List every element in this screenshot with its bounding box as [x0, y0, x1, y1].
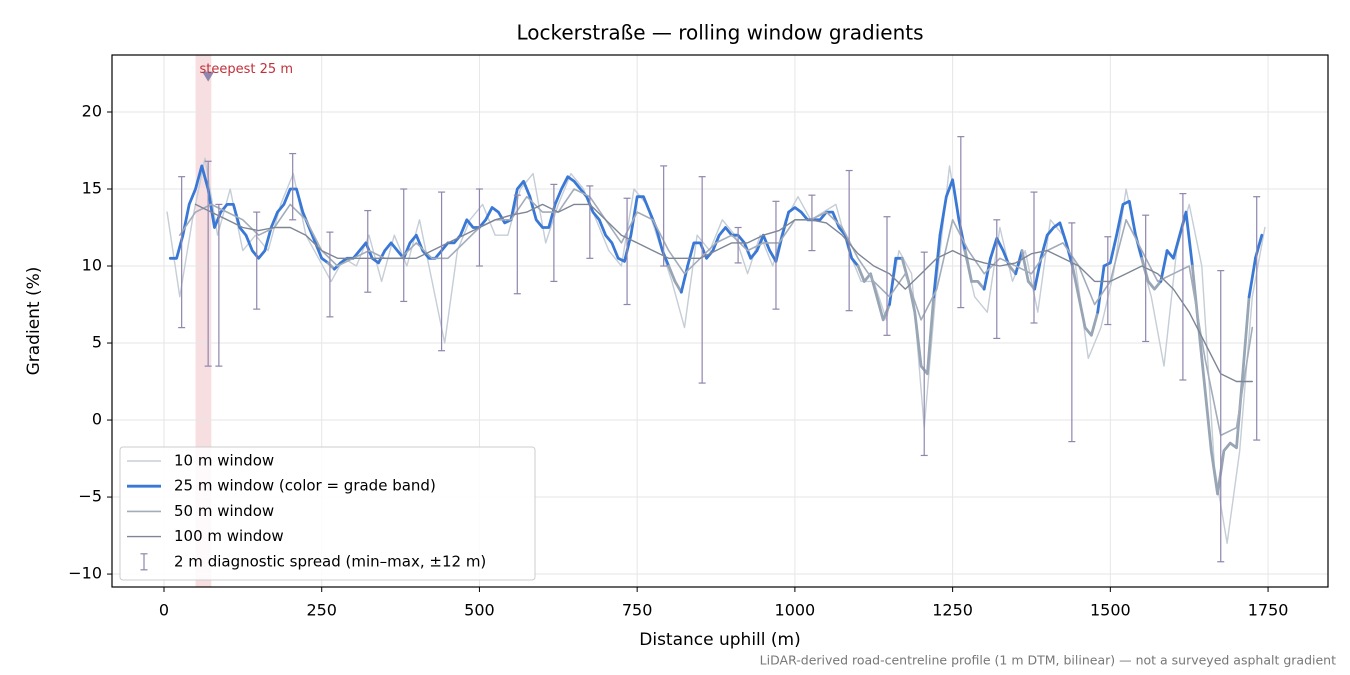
- y-axis-label: Gradient (%): [24, 267, 44, 376]
- band-join: [1033, 256, 1043, 291]
- band-join: [963, 249, 973, 283]
- band-join: [1140, 256, 1150, 283]
- band-join: [1247, 256, 1257, 299]
- series-layer: [166, 136, 1266, 563]
- x-axis-label: Distance uphill (m): [639, 630, 800, 650]
- y-tick-label: −5: [78, 487, 102, 506]
- x-tick-label: 250: [306, 601, 337, 620]
- series-line: [1077, 295, 1100, 337]
- y-tick-label: 10: [82, 256, 102, 275]
- legend-label: 100 m window: [174, 527, 284, 545]
- band-join: [326, 261, 336, 271]
- series-line: [1039, 221, 1074, 268]
- legend-label: 25 m window (color = grade band): [174, 477, 436, 495]
- series-line: [1102, 199, 1144, 268]
- series-line: [1146, 280, 1163, 291]
- y-tick-label: 0: [92, 410, 102, 429]
- footnote: LiDAR-derived road-centreline profile (1…: [760, 653, 1336, 668]
- x-tick-label: 1000: [775, 601, 816, 620]
- legend-label: 50 m window: [174, 502, 274, 520]
- band-join: [679, 264, 690, 294]
- series-line: [194, 203, 1253, 383]
- band-join: [1096, 264, 1106, 314]
- x-tick-label: 500: [464, 601, 495, 620]
- legend-label: 2 m diagnostic spread (min–max, ±12 m): [174, 552, 486, 570]
- series-line: [1165, 210, 1194, 268]
- y-tick-label: −10: [68, 564, 102, 583]
- series-line: [989, 236, 1011, 268]
- x-tick-label: 0: [159, 601, 169, 620]
- steepest-marker: [202, 71, 215, 82]
- band-join: [888, 256, 898, 306]
- series-line: [907, 280, 936, 376]
- band-join: [1159, 249, 1169, 283]
- series-line: [339, 175, 671, 268]
- chart-title: Lockerstraße — rolling window gradients: [516, 21, 923, 45]
- band-join: [1071, 264, 1081, 299]
- x-tick-label: 1250: [932, 601, 973, 620]
- x-tick-label: 1500: [1090, 601, 1131, 620]
- legend-label: 10 m window: [174, 452, 274, 470]
- x-tick-label: 750: [622, 601, 653, 620]
- annotation: steepest 25 m: [200, 62, 293, 77]
- plot-frame: [111, 54, 1329, 588]
- legend-box: [119, 446, 536, 581]
- x-tick-label: 1750: [1248, 601, 1289, 620]
- series-line: [168, 164, 330, 265]
- y-tick-label: 20: [82, 101, 102, 120]
- series-line: [862, 272, 891, 322]
- band-join: [1014, 249, 1024, 276]
- series-line: [179, 188, 1254, 437]
- y-tick-label: 15: [82, 179, 102, 198]
- series-line: [970, 280, 986, 291]
- band-join: [667, 264, 677, 283]
- y-tick-label: 5: [92, 333, 102, 352]
- band-join: [1020, 249, 1030, 283]
- band-join: [932, 233, 942, 299]
- band-join: [856, 264, 866, 283]
- series-line: [673, 280, 683, 294]
